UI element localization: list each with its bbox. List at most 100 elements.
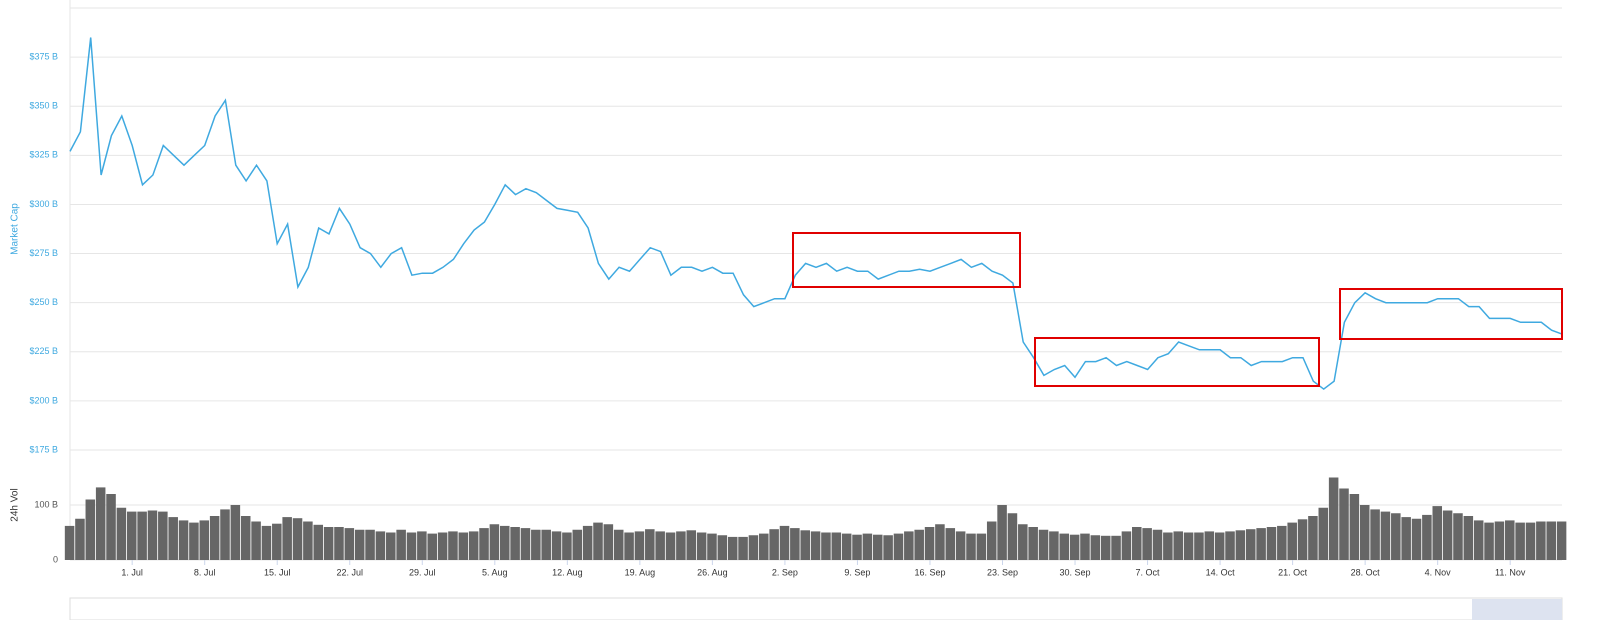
volume-bar xyxy=(955,531,966,560)
volume-bar xyxy=(1546,521,1556,560)
volume-bar xyxy=(841,533,852,560)
volume-bar xyxy=(665,532,676,560)
volume-bar xyxy=(64,525,75,560)
volume-bar xyxy=(717,535,728,560)
volume-bar xyxy=(313,524,324,560)
x-tick-label: 8. Jul xyxy=(194,567,216,577)
volume-bar xyxy=(634,531,645,560)
y-tick-label: 100 B xyxy=(34,499,58,509)
navigator-window xyxy=(1472,599,1562,620)
y-axis-title: Market Cap xyxy=(10,203,21,255)
volume-bar xyxy=(1245,529,1256,560)
volume-bar xyxy=(1069,534,1080,560)
volume-bar xyxy=(189,522,199,560)
volume-bar xyxy=(1505,520,1515,560)
volume-bar xyxy=(707,533,717,560)
volume-bar xyxy=(334,527,344,560)
volume-bar xyxy=(168,517,178,560)
volume-bar xyxy=(1328,477,1339,560)
x-tick-label: 16. Sep xyxy=(914,567,945,577)
volume-bar xyxy=(1256,528,1266,560)
volume-bar xyxy=(986,521,997,560)
volume-bar xyxy=(531,529,541,560)
volume-bar xyxy=(137,511,147,560)
x-tick-label: 4. Nov xyxy=(1425,567,1452,577)
x-tick-label: 7. Oct xyxy=(1136,567,1161,577)
volume-bar xyxy=(427,533,437,560)
volume-bar xyxy=(1214,532,1225,560)
volume-bar xyxy=(1463,516,1474,560)
volume-bar xyxy=(1391,513,1401,560)
volume-bar xyxy=(862,533,873,560)
volume-bar xyxy=(106,494,116,560)
volume-bar xyxy=(1556,521,1567,560)
volume-bar xyxy=(1163,532,1173,560)
volume-bar xyxy=(624,532,634,560)
volume-bar xyxy=(1380,511,1391,560)
y-tick-label: $225 B xyxy=(29,346,58,356)
x-tick-label: 15. Jul xyxy=(264,567,291,577)
volume-bar xyxy=(1411,518,1422,560)
volume-bar xyxy=(924,527,935,560)
volume-bar xyxy=(893,533,904,560)
volume-bar xyxy=(1235,530,1246,560)
volume-bar xyxy=(1494,521,1505,560)
volume-bar xyxy=(738,536,748,560)
volume-bar xyxy=(696,532,707,560)
volume-bar xyxy=(448,531,458,560)
volume-bar xyxy=(779,525,790,560)
volume-bar xyxy=(1007,513,1018,560)
volume-bar xyxy=(572,529,583,560)
volume-bar xyxy=(945,528,956,560)
volume-bar xyxy=(1132,527,1142,560)
volume-bar xyxy=(1287,522,1297,560)
highlight-box xyxy=(1339,288,1563,340)
volume-bar xyxy=(976,533,987,560)
volume-bar xyxy=(1453,513,1463,560)
x-tick-label: 1. Jul xyxy=(121,567,143,577)
volume-bar xyxy=(904,531,914,560)
volume-bar xyxy=(489,524,500,560)
volume-bar xyxy=(1515,522,1525,560)
volume-bar xyxy=(1339,488,1349,560)
volume-bar xyxy=(272,523,282,560)
volume-bar xyxy=(593,522,603,560)
volume-bar xyxy=(1142,528,1152,560)
volume-bar xyxy=(852,534,862,560)
volume-bar xyxy=(1059,533,1070,560)
market-cap-line xyxy=(69,37,1563,391)
volume-bar xyxy=(220,509,230,560)
volume-bar xyxy=(1277,525,1287,560)
y-tick-label: $350 B xyxy=(29,101,58,111)
volume-bar xyxy=(1359,505,1370,560)
volume-bar xyxy=(562,532,572,560)
x-tick-label: 9. Sep xyxy=(844,567,870,577)
volume-bar xyxy=(1173,531,1183,560)
volume-bar xyxy=(126,511,137,560)
volume-bar xyxy=(1484,522,1494,560)
volume-bar xyxy=(1401,517,1411,560)
volume-bar xyxy=(727,536,738,560)
volume-bar xyxy=(1297,519,1308,560)
volume-bar xyxy=(458,532,469,560)
volume-bar xyxy=(1038,529,1049,560)
volume-bar xyxy=(479,528,489,560)
navigator xyxy=(69,597,1563,621)
volume-bar xyxy=(582,525,593,560)
volume-bar xyxy=(541,529,551,560)
volume-bar xyxy=(85,499,96,560)
volume-bar xyxy=(386,532,396,560)
volume-bar xyxy=(645,529,655,560)
volume-bar xyxy=(251,521,261,560)
x-tick-label: 11. Nov xyxy=(1495,567,1526,577)
volume-bar xyxy=(872,534,883,560)
volume-bar xyxy=(603,524,614,560)
volume-bar xyxy=(1308,516,1318,560)
volume-bar xyxy=(1370,509,1380,560)
volume-bar xyxy=(1266,527,1277,560)
x-tick-label: 26. Aug xyxy=(697,567,728,577)
x-tick-label: 30. Sep xyxy=(1060,567,1091,577)
volume-bar xyxy=(354,529,365,560)
